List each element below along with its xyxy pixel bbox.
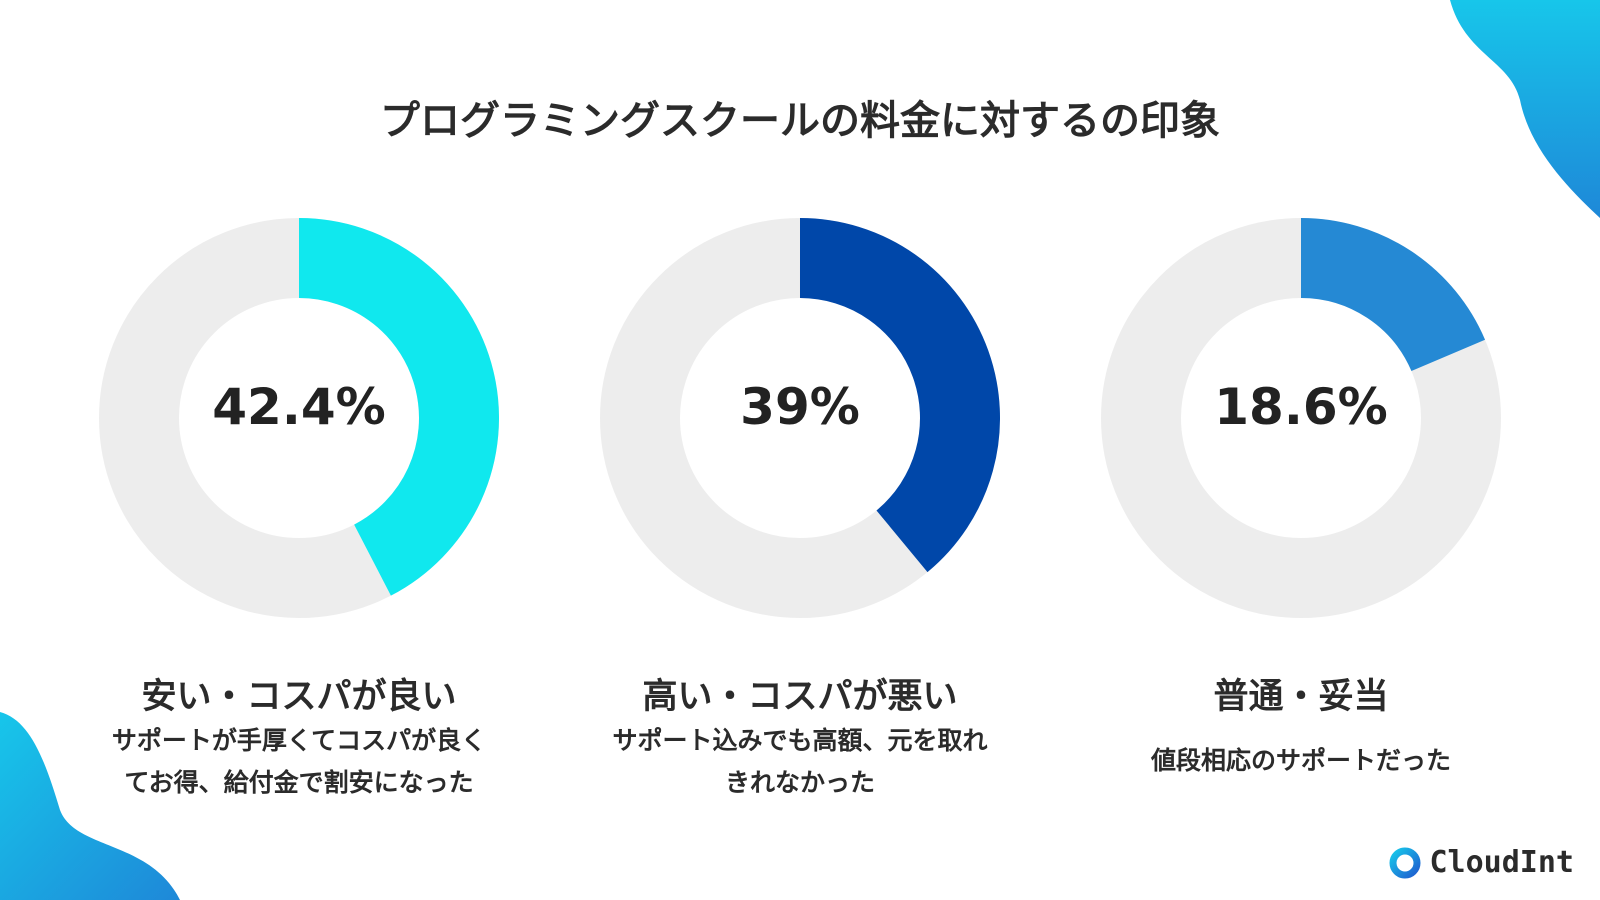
category-label: 普通・妥当 (1213, 677, 1389, 717)
description-line: サポート込みでも高額、元を取れ (612, 726, 988, 755)
chart-average: 18.6% 普通・妥当 値段相応のサポートだった (1081, 218, 1521, 775)
chart-cheap: 42.4% 安い・コスパが良い サポートが手厚くてコスパが良く てお得、給付金で… (79, 218, 519, 797)
donut-segment (799, 218, 1000, 573)
description: サポートが手厚くてコスパが良く てお得、給付金で割安になった (79, 720, 519, 804)
corner-blob-bottom-left (0, 712, 180, 900)
brand-logo: CloudInt (1388, 845, 1575, 880)
donut-chart (600, 218, 1000, 618)
percent-label: 18.6% (1214, 378, 1388, 436)
description-line: てお得、給付金で割安になった (124, 768, 474, 797)
percent-label: 42.4% (212, 378, 386, 436)
cloudint-logo-icon (1389, 847, 1420, 878)
description-line: サポートが手厚くてコスパが良く (111, 726, 487, 755)
percent-label: 39% (740, 378, 860, 436)
category-label: 高い・コスパが悪い (642, 677, 958, 717)
donut-segment (298, 218, 499, 596)
description-line: きれなかった (724, 768, 875, 797)
description: 値段相応のサポートだった (1081, 740, 1521, 782)
description-line: 値段相応のサポートだった (1150, 746, 1451, 775)
description: サポート込みでも高額、元を取れ きれなかった (580, 720, 1020, 804)
donut-chart (99, 218, 499, 618)
corner-blob-top-right (1450, 0, 1600, 218)
page-title: プログラミングスクールの料金に対するの印象 (380, 98, 1220, 144)
brand-name: CloudInt (1429, 845, 1575, 880)
donut-chart (1101, 218, 1501, 618)
donut-segment (1299, 218, 1486, 373)
chart-expensive: 39% 高い・コスパが悪い サポート込みでも高額、元を取れ きれなかった (580, 218, 1020, 797)
category-label: 安い・コスパが良い (141, 677, 457, 717)
